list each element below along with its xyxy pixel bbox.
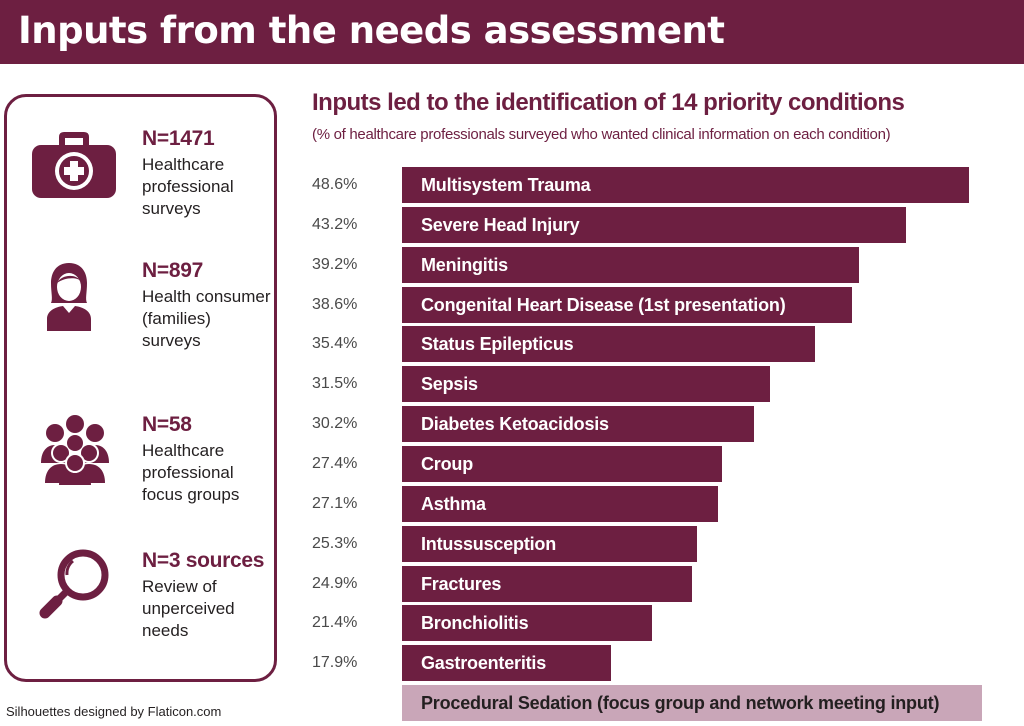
bar (402, 446, 722, 482)
bar-category-label: Congenital Heart Disease (1st presentati… (421, 295, 786, 315)
chart-title: Inputs led to the identification of 14 p… (312, 89, 905, 116)
bar-category-label: Asthma (421, 494, 486, 514)
bar-value-label: 35.4% (312, 335, 358, 352)
bar-value-label: 39.2% (312, 256, 358, 273)
bar-row: 35.4% Status Epilepticus (0, 326, 1024, 362)
bar-category-label: Gastroenteritis (421, 653, 547, 673)
magnifier-icon (39, 547, 113, 619)
bar-value-label: 27.4% (312, 455, 358, 472)
bar (402, 167, 969, 203)
source-description: Health consumer (families) surveys (142, 287, 271, 350)
group-icon (35, 413, 115, 485)
bar-row: 30.2% Diabetes Ketoacidosis (0, 406, 1024, 442)
bar-category-label: Severe Head Injury (421, 215, 580, 235)
source-count: N=897 (142, 259, 203, 282)
source-description: Review of unperceived needs (142, 577, 235, 640)
bar (402, 645, 611, 681)
bar (402, 366, 770, 402)
bar-value-label: 25.3% (312, 535, 358, 552)
bar-category-label: Intussusception (421, 534, 557, 554)
bar-category-label: Meningitis (421, 255, 508, 275)
bar-value-label: 30.2% (312, 415, 358, 432)
source-description: Healthcare professional focus groups (142, 441, 240, 504)
bar-row: 17.9% Gastroenteritis (0, 645, 1024, 681)
sources-panel: N=1471 Healthcare professional surveys N… (4, 94, 277, 682)
bar-value-label: 38.6% (312, 296, 358, 313)
bar-row: 25.3% Intussusception (0, 526, 1024, 562)
bar-row: 43.2% Severe Head Injury (0, 207, 1024, 243)
bar-category-label: Sepsis (421, 374, 478, 394)
source-description: Healthcare professional surveys (142, 155, 234, 218)
source-count: N=3 sources (142, 549, 265, 572)
source-count: N=1471 (142, 127, 215, 150)
medical-kit-icon (29, 129, 119, 201)
bar (402, 605, 652, 641)
bar-row: 21.4% Bronchiolitis (0, 605, 1024, 641)
bar (402, 247, 859, 283)
bar-category-label: Bronchiolitis (421, 613, 529, 633)
bar-value-label: 48.6% (312, 176, 358, 193)
bar-value-label: 17.9% (312, 654, 358, 671)
bar (402, 486, 718, 522)
bar-row: 38.6% Congenital Heart Disease (1st prese… (0, 287, 1024, 323)
bar-row: 24.9% Fractures (0, 566, 1024, 602)
bar (402, 566, 692, 602)
bar (402, 326, 815, 362)
page-title: Inputs from the needs assessment (18, 9, 725, 52)
bar (402, 685, 982, 721)
bar-value-label: 43.2% (312, 216, 358, 233)
bar-category-label: Procedural Sedation (focus group and net… (421, 693, 940, 713)
source-count: N=58 (142, 413, 192, 436)
bar-category-label: Status Epilepticus (421, 334, 574, 354)
bar-row: Procedural Sedation (focus group and net… (0, 685, 1024, 721)
bar-row: 48.6% Multisystem Trauma (0, 167, 1024, 203)
bar-category-label: Croup (421, 454, 473, 474)
bar-value-label: 24.9% (312, 575, 358, 592)
bar-value-label: 21.4% (312, 614, 358, 631)
bar-row: 27.1% Asthma (0, 486, 1024, 522)
chart-subtitle: (% of healthcare professionals surveyed … (312, 126, 891, 143)
bar (402, 207, 906, 243)
bar-value-label: 27.1% (312, 495, 358, 512)
bar (402, 406, 754, 442)
bar-row: 39.2% Meningitis (0, 247, 1024, 283)
bar (402, 287, 852, 323)
bar (402, 526, 697, 562)
bar-category-label: Diabetes Ketoacidosis (421, 414, 609, 434)
bar-category-label: Fractures (421, 574, 502, 594)
bar-row: 27.4% Croup (0, 446, 1024, 482)
person-icon (39, 261, 99, 331)
bar-row: 31.5% Sepsis (0, 366, 1024, 402)
credit-text: Silhouettes designed by Flaticon.com (6, 704, 222, 719)
bar-category-label: Multisystem Trauma (421, 175, 591, 195)
header-banner: Inputs from the needs assessment (0, 0, 1024, 64)
bar-value-label: 31.5% (312, 375, 358, 392)
